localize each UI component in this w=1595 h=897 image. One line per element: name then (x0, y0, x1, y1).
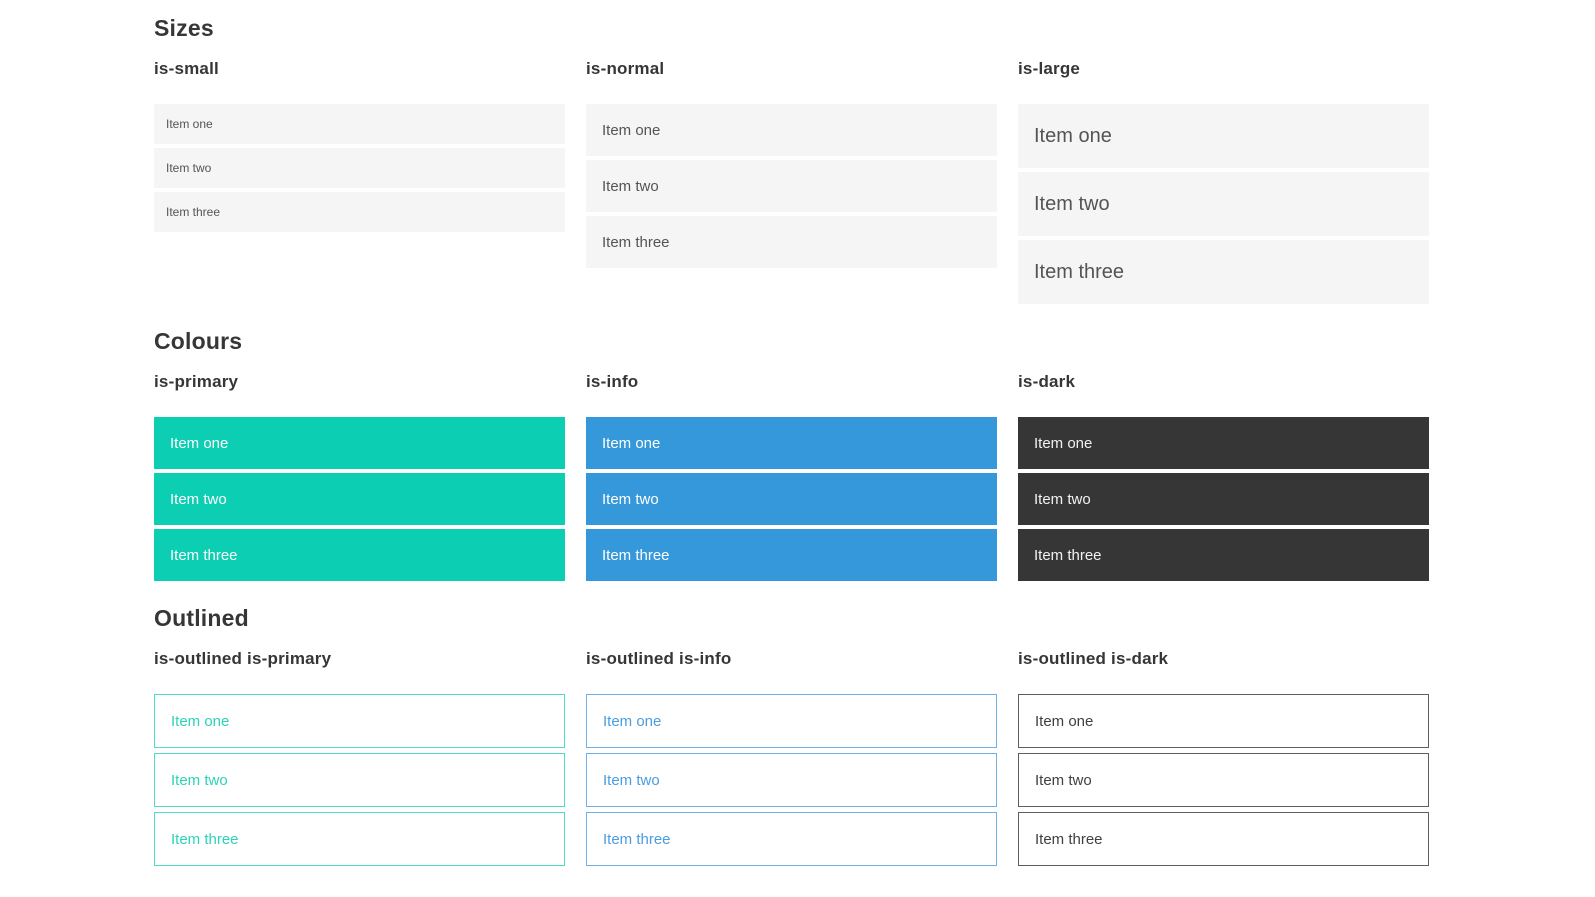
list-item[interactable]: Item three (586, 812, 997, 866)
list-item[interactable]: Item three (1018, 529, 1429, 581)
list-item[interactable]: Item two (154, 148, 565, 188)
group-is-outlined-is-dark: is-outlined is-dark Item one Item two It… (1018, 648, 1429, 866)
group-label: is-dark (1018, 372, 1076, 391)
list-item[interactable]: Item three (1018, 240, 1429, 304)
group-label: is-outlined is-primary (154, 649, 332, 668)
section-title: Colours (154, 328, 243, 354)
group-is-large: is-large Item one Item two Item three (1018, 58, 1429, 304)
item-list-dark: Item one Item two Item three (1018, 417, 1429, 581)
section-sizes: Sizes is-small Item one Item two Item th… (154, 14, 1429, 304)
item-list-small: Item one Item two Item three (154, 104, 565, 232)
list-item[interactable]: Item one (586, 694, 997, 748)
section-title: Outlined (154, 605, 249, 631)
list-item[interactable]: Item one (586, 417, 997, 469)
outlined-groups: is-outlined is-primary Item one Item two… (154, 648, 1429, 866)
group-label: is-primary (154, 372, 239, 391)
list-item[interactable]: Item one (154, 694, 565, 748)
list-item[interactable]: Item three (154, 192, 565, 232)
item-list-normal: Item one Item two Item three (586, 104, 997, 268)
group-label: is-outlined is-info (586, 649, 732, 668)
list-item[interactable]: Item two (1018, 473, 1429, 525)
colours-groups: is-primary Item one Item two Item three … (154, 371, 1429, 581)
list-item[interactable]: Item three (1018, 812, 1429, 866)
list-item[interactable]: Item two (1018, 753, 1429, 807)
item-list-outlined-dark: Item one Item two Item three (1018, 694, 1429, 866)
style-guide-page: Sizes is-small Item one Item two Item th… (154, 14, 1429, 866)
section-colours: Colours is-primary Item one Item two Ite… (154, 327, 1429, 581)
list-item[interactable]: Item two (586, 473, 997, 525)
list-item[interactable]: Item one (1018, 417, 1429, 469)
sizes-groups: is-small Item one Item two Item three is… (154, 58, 1429, 304)
list-item[interactable]: Item two (154, 753, 565, 807)
group-is-small: is-small Item one Item two Item three (154, 58, 565, 304)
list-item[interactable]: Item three (586, 529, 997, 581)
item-list-outlined-primary: Item one Item two Item three (154, 694, 565, 866)
group-is-outlined-is-info: is-outlined is-info Item one Item two It… (586, 648, 997, 866)
list-item[interactable]: Item one (1018, 694, 1429, 748)
item-list-info: Item one Item two Item three (586, 417, 997, 581)
group-label: is-outlined is-dark (1018, 649, 1169, 668)
section-outlined: Outlined is-outlined is-primary Item one… (154, 604, 1429, 866)
item-list-large: Item one Item two Item three (1018, 104, 1429, 304)
list-item[interactable]: Item one (1018, 104, 1429, 168)
group-is-dark: is-dark Item one Item two Item three (1018, 371, 1429, 581)
section-title: Sizes (154, 15, 214, 41)
group-label: is-info (586, 372, 639, 391)
group-label: is-small (154, 59, 219, 78)
group-is-info: is-info Item one Item two Item three (586, 371, 997, 581)
list-item[interactable]: Item three (154, 812, 565, 866)
list-item[interactable]: Item one (586, 104, 997, 156)
list-item[interactable]: Item two (586, 753, 997, 807)
list-item[interactable]: Item one (154, 417, 565, 469)
group-label: is-normal (586, 59, 665, 78)
list-item[interactable]: Item three (154, 529, 565, 581)
list-item[interactable]: Item three (586, 216, 997, 268)
item-list-outlined-info: Item one Item two Item three (586, 694, 997, 866)
group-label: is-large (1018, 59, 1081, 78)
group-is-outlined-is-primary: is-outlined is-primary Item one Item two… (154, 648, 565, 866)
list-item[interactable]: Item two (154, 473, 565, 525)
list-item[interactable]: Item two (586, 160, 997, 212)
group-is-normal: is-normal Item one Item two Item three (586, 58, 997, 304)
list-item[interactable]: Item two (1018, 172, 1429, 236)
group-is-primary: is-primary Item one Item two Item three (154, 371, 565, 581)
item-list-primary: Item one Item two Item three (154, 417, 565, 581)
list-item[interactable]: Item one (154, 104, 565, 144)
